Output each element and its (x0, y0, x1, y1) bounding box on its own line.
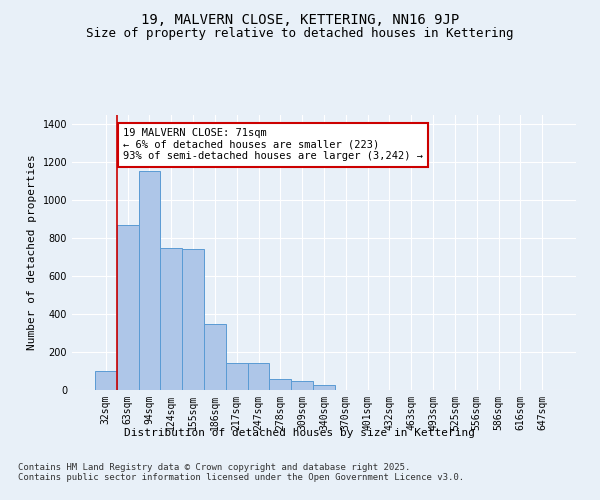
Text: 19, MALVERN CLOSE, KETTERING, NN16 9JP: 19, MALVERN CLOSE, KETTERING, NN16 9JP (141, 12, 459, 26)
Bar (182, 248, 204, 390)
Text: Size of property relative to detached houses in Kettering: Size of property relative to detached ho… (86, 28, 514, 40)
Text: 19 MALVERN CLOSE: 71sqm
← 6% of detached houses are smaller (223)
93% of semi-de: 19 MALVERN CLOSE: 71sqm ← 6% of detached… (123, 128, 423, 162)
Bar (117, 225, 139, 390)
Bar (160, 248, 182, 390)
Bar (313, 386, 335, 390)
Bar (291, 380, 313, 390)
Bar (139, 171, 160, 390)
Bar (248, 362, 269, 390)
Text: Distribution of detached houses by size in Kettering: Distribution of detached houses by size … (125, 428, 476, 438)
Bar (269, 378, 291, 390)
Y-axis label: Number of detached properties: Number of detached properties (27, 154, 37, 350)
Bar (95, 371, 117, 390)
Bar (204, 324, 226, 390)
Bar (226, 364, 248, 390)
Text: Contains HM Land Registry data © Crown copyright and database right 2025.
Contai: Contains HM Land Registry data © Crown c… (18, 463, 464, 482)
